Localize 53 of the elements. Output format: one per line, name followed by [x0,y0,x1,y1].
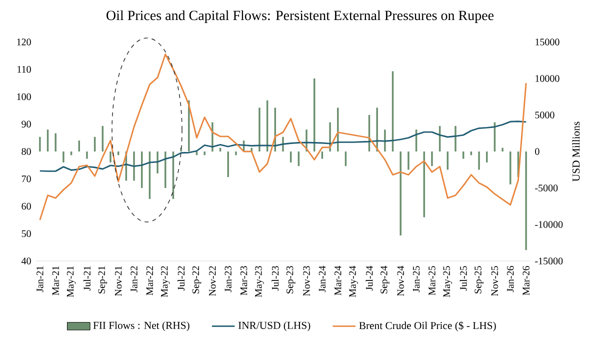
y2-tick-label: 10000 [536,75,560,82]
x-tick-label: Jan-21 [36,266,44,292]
x-tick-label: May-22 [161,266,170,298]
x-tick-label: Jan-24 [318,266,326,292]
x-tick-label: May-23 [255,266,264,298]
x-tick-label: Sep-24 [380,266,390,294]
x-tick-label: Mar-21 [52,266,59,296]
x-tick-label: Jul-22 [178,266,185,290]
x-tick-label: Nov-22 [209,266,216,296]
x-tick-label: Jul-23 [272,266,279,290]
x-tick-label: Mar-25 [428,266,436,296]
x-tick-label: Jan-25 [412,266,420,292]
x-tick-label: Sep-22 [192,266,202,294]
x-tick-label: Nov-25 [491,266,498,296]
x-tick-label: Jan-23 [224,266,232,292]
x-tick-label: Mar-26 [522,266,530,296]
y2-tick-label: -5000 [535,184,558,192]
y-tick-label: 60 [22,202,31,210]
x-tick-label: Jan-26 [507,266,514,292]
x-tick-label: Mar-23 [240,266,248,296]
x-tick-label: Nov-24 [397,266,404,296]
legend-label: FII Flows : Net (RHS) [93,321,190,332]
x-tick-label: May-24 [349,266,358,298]
y-tick-label: 40 [21,258,31,264]
y2-axis-title: USD Millions [572,122,580,182]
legend-label: Brent Crude Oil Price ($ - LHS) [359,321,496,332]
x-tick-label: Jul-24 [366,266,373,290]
x-tick-label: Mar-22 [146,266,154,296]
x-tick-label: Sep-21 [98,266,108,294]
y-tick-label: 80 [22,148,31,155]
y2-tick-label: -10000 [535,221,563,228]
y2-tick-label: 5000 [535,112,554,118]
y2-tick-label: -15000 [535,258,563,264]
x-tick-label: May-21 [66,266,76,298]
x-tick-label: Sep-23 [286,266,296,294]
y-tick-label: 120 [17,38,31,46]
x-tick-label: Mar-24 [334,266,342,296]
chart-title: Oil Prices and Capital Flows: Persistent External Pressures on Rupee [106,10,494,23]
y-tick-label: 110 [18,66,31,73]
x-tick-label: Jul-25 [460,266,467,290]
x-tick-label: May-25 [443,266,452,298]
x-tick-label: Nov-23 [303,266,310,296]
y2-tick-label: 15000 [536,38,560,46]
y-tick-label: 90 [22,120,31,128]
x-tick-label: Nov-21 [114,266,122,296]
x-tick-label: Sep-25 [474,266,484,294]
legend-label: INR/USD (LHS) [238,321,310,332]
y-tick-label: 50 [22,230,31,237]
y-tick-label: 100 [17,93,31,100]
y2-tick-label: 0 [535,148,540,155]
y-tick-label: 70 [22,175,31,182]
x-tick-label: Jul-21 [83,266,90,290]
x-tick-label: Jan-22 [130,266,138,292]
